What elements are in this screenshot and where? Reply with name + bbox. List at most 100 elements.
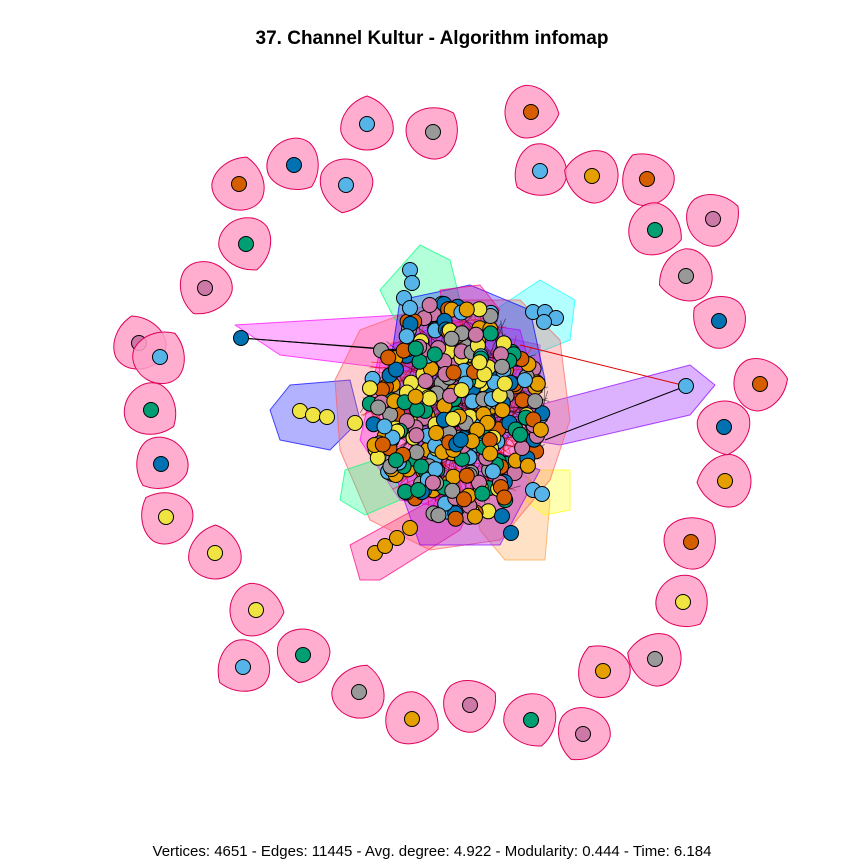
- vertex: [467, 508, 483, 525]
- vertex: [233, 330, 249, 346]
- vertex: [238, 236, 254, 252]
- vertex: [427, 461, 444, 478]
- vertex: [338, 177, 354, 193]
- vertex: [410, 482, 427, 498]
- vertex: [426, 346, 443, 363]
- vertex: [462, 697, 478, 713]
- isolated-community: [179, 261, 233, 315]
- vertex: [678, 268, 694, 284]
- vertex: [407, 340, 424, 357]
- isolated-community: [123, 382, 177, 435]
- vertex: [362, 380, 378, 397]
- vertex: [407, 388, 424, 405]
- chart-title: 37. Channel Kultur - Algorithm infomap: [255, 28, 609, 49]
- vertex: [516, 372, 533, 389]
- vertex: [447, 510, 464, 527]
- vertex: [705, 211, 721, 227]
- vertex: [389, 530, 405, 546]
- isolated-community: [696, 400, 751, 456]
- isolated-community: [659, 248, 713, 302]
- vertex: [413, 458, 430, 475]
- isolated-community: [319, 158, 374, 214]
- vertex: [445, 411, 461, 427]
- vertex: [402, 300, 418, 316]
- vertex: [404, 711, 420, 727]
- vertex: [404, 275, 420, 291]
- vertex: [678, 378, 694, 394]
- vertex: [494, 508, 510, 524]
- vertex: [397, 483, 414, 500]
- vertex: [351, 684, 367, 700]
- vertex: [158, 509, 174, 525]
- isolated-community: [188, 524, 242, 580]
- vertex: [496, 375, 513, 392]
- vertex: [445, 364, 462, 381]
- vertex: [359, 116, 375, 132]
- isolated-community: [627, 633, 682, 687]
- vertex: [647, 222, 663, 238]
- isolated-community: [141, 492, 194, 545]
- vertex: [452, 431, 469, 448]
- vertex: [467, 326, 484, 343]
- vertex: [376, 418, 393, 435]
- vertex: [595, 663, 611, 679]
- vertex: [402, 262, 418, 278]
- graph-statistics: Vertices: 4651 - Edges: 11445 - Avg. deg…: [152, 843, 712, 860]
- isolated-community: [136, 436, 189, 489]
- vertex: [453, 382, 470, 399]
- vertex: [152, 349, 168, 365]
- vertex: [207, 545, 223, 561]
- vertex: [370, 399, 387, 416]
- vertex: [408, 444, 425, 461]
- vertex: [752, 376, 768, 392]
- vertex: [503, 525, 519, 541]
- isolated-community: [655, 574, 708, 628]
- vertex: [494, 402, 511, 419]
- vertex: [532, 421, 549, 438]
- isolated-community: [628, 202, 682, 256]
- edge: [544, 385, 687, 441]
- edge: [519, 344, 687, 387]
- isolated-community: [385, 691, 439, 745]
- isolated-community: [217, 639, 271, 692]
- vertex: [425, 124, 441, 140]
- vertex: [444, 482, 461, 499]
- isolated-community: [514, 143, 568, 196]
- isolated-community: [557, 707, 611, 761]
- isolated-community: [229, 582, 285, 637]
- vertex: [481, 431, 498, 448]
- vertex: [456, 491, 472, 508]
- vertex: [388, 361, 404, 378]
- vertex: [409, 401, 426, 418]
- vertex: [647, 651, 663, 667]
- isolated-community: [211, 156, 265, 211]
- vertex: [514, 440, 531, 456]
- vertex: [716, 419, 732, 435]
- vertex: [231, 176, 247, 192]
- vertex: [584, 168, 600, 184]
- vertex: [248, 602, 264, 618]
- isolated-community: [277, 628, 331, 684]
- vertex: [411, 353, 428, 370]
- isolated-community: [564, 150, 619, 204]
- vertex: [458, 467, 475, 484]
- isolated-community: [503, 693, 557, 747]
- vertex: [474, 485, 491, 502]
- vertex: [408, 427, 425, 444]
- vertex: [197, 280, 213, 296]
- vertex: [417, 373, 434, 390]
- isolated-community: [331, 664, 385, 719]
- isolated-community: [733, 358, 789, 412]
- vertex: [527, 393, 544, 410]
- vertex: [523, 104, 539, 120]
- vertex: [711, 313, 727, 329]
- isolated-community: [443, 679, 497, 733]
- vertex: [377, 538, 393, 554]
- isolated-community: [663, 517, 716, 570]
- isolated-community: [578, 645, 631, 699]
- vertex: [398, 328, 415, 345]
- isolated-community: [266, 137, 319, 190]
- vertex: [421, 390, 438, 407]
- isolated-community: [622, 153, 675, 207]
